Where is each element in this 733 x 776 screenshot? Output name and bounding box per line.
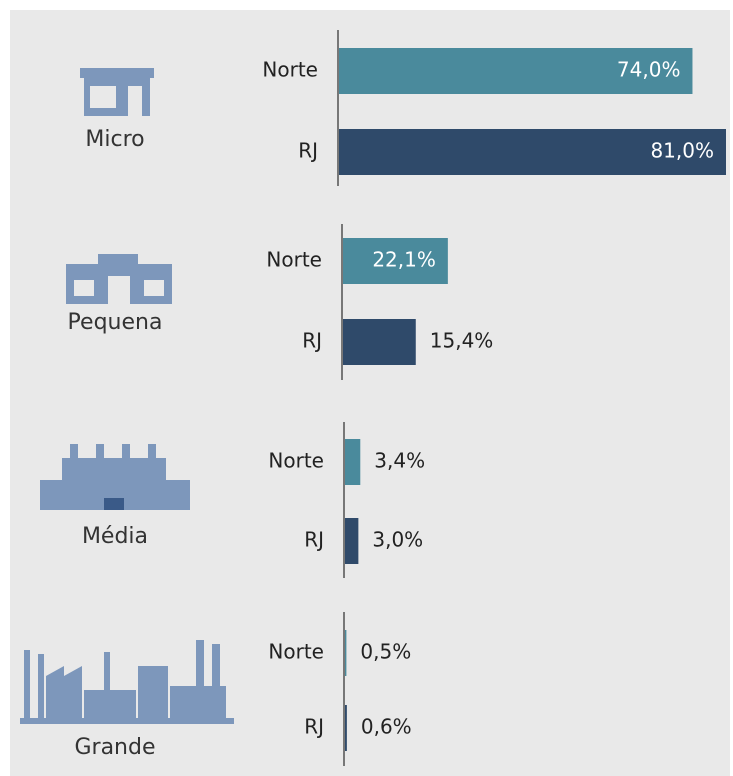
bar [338,129,726,175]
value-label: 0,5% [360,640,411,664]
value-label: 3,0% [372,528,423,552]
series-label: Norte [268,640,324,664]
category-label: Média [82,524,148,549]
bar [342,238,448,284]
value-label: 81,0% [650,139,714,163]
value-label: 15,4% [430,329,494,353]
series-label: RJ [298,139,318,163]
series-label: RJ [302,329,322,353]
category-label: Grande [74,735,155,760]
bar [344,518,359,564]
icon-media [40,444,190,510]
bar [338,48,693,94]
value-label: 74,0% [617,58,681,82]
series-label: RJ [304,715,324,739]
series-label: Norte [262,58,318,82]
bar [344,630,347,676]
series-label: RJ [304,528,324,552]
category-label: Micro [85,127,144,152]
icon-pequena [66,254,172,304]
category-label: Pequena [68,310,163,335]
value-label: 0,6% [361,715,412,739]
series-label: Norte [266,248,322,272]
series-label: Norte [268,449,324,473]
bar [344,705,347,751]
value-label: 22,1% [372,248,436,272]
icon-micro [80,68,154,116]
bar [344,439,361,485]
value-label: 3,4% [374,449,425,473]
bar [342,319,416,365]
icon-grande [20,640,234,724]
